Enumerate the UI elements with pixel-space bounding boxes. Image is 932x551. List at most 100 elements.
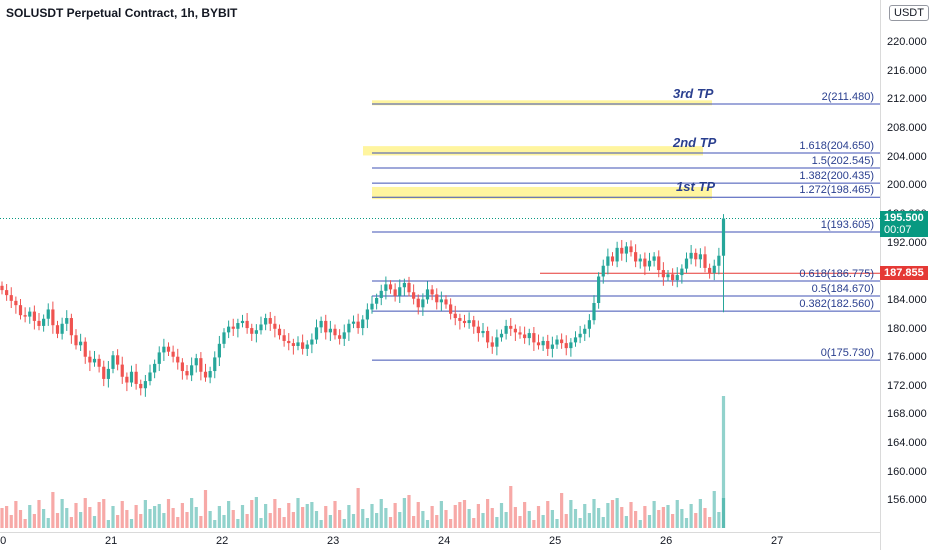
candle-body[interactable]: [629, 246, 633, 253]
candle-body[interactable]: [610, 256, 615, 262]
candle-body[interactable]: [194, 358, 198, 366]
candle-body[interactable]: [476, 326, 480, 334]
currency-selector[interactable]: USDT: [889, 5, 929, 21]
candle-body[interactable]: [421, 299, 425, 308]
candle-body[interactable]: [384, 284, 388, 291]
candle-body[interactable]: [69, 318, 73, 336]
candle-body[interactable]: [190, 365, 194, 376]
price-chart[interactable]: [0, 0, 880, 532]
candle-body[interactable]: [624, 246, 628, 254]
candle-body[interactable]: [601, 265, 605, 277]
candle-body[interactable]: [379, 290, 383, 298]
candle-body[interactable]: [171, 351, 175, 357]
candle-body[interactable]: [222, 332, 226, 344]
candle-body[interactable]: [398, 287, 402, 296]
candle-body[interactable]: [647, 260, 652, 267]
candle-body[interactable]: [712, 265, 716, 273]
candle-body[interactable]: [328, 328, 332, 333]
candle-body[interactable]: [490, 342, 494, 347]
candle-body[interactable]: [439, 299, 443, 303]
candle-body[interactable]: [597, 276, 601, 303]
candle-body[interactable]: [83, 341, 87, 357]
candle-body[interactable]: [462, 320, 467, 324]
candle-body[interactable]: [60, 323, 64, 334]
candle-body[interactable]: [157, 352, 161, 364]
candle-body[interactable]: [652, 256, 656, 261]
candle-body[interactable]: [199, 358, 203, 372]
candle-body[interactable]: [250, 328, 254, 334]
candle-body[interactable]: [698, 254, 702, 260]
candle-body[interactable]: [717, 255, 721, 266]
candle-body[interactable]: [42, 318, 46, 326]
candle-body[interactable]: [583, 328, 587, 334]
candle-body[interactable]: [301, 342, 305, 349]
candle-body[interactable]: [694, 252, 698, 260]
candle-body[interactable]: [333, 328, 337, 336]
candle-body[interactable]: [351, 321, 356, 324]
candle-body[interactable]: [689, 252, 693, 259]
candle-body[interactable]: [532, 333, 536, 343]
candle-body[interactable]: [55, 325, 60, 334]
candle-body[interactable]: [361, 319, 365, 329]
candle-body[interactable]: [46, 309, 50, 319]
candle-body[interactable]: [486, 330, 490, 343]
candle-body[interactable]: [268, 318, 272, 324]
candle-body[interactable]: [703, 254, 707, 268]
candle-body[interactable]: [518, 332, 522, 335]
candle-body[interactable]: [425, 289, 430, 300]
candle-body[interactable]: [338, 335, 342, 339]
candle-body[interactable]: [97, 358, 101, 367]
candle-body[interactable]: [388, 284, 393, 290]
candle-body[interactable]: [449, 304, 453, 314]
candle-body[interactable]: [587, 320, 591, 329]
candle-body[interactable]: [277, 328, 282, 336]
candle-body[interactable]: [661, 270, 665, 278]
candle-body[interactable]: [310, 339, 314, 345]
candle-body[interactable]: [513, 328, 517, 333]
candle-body[interactable]: [347, 323, 351, 333]
candle-body[interactable]: [592, 302, 596, 321]
candle-body[interactable]: [79, 341, 83, 346]
candle-body[interactable]: [675, 275, 679, 281]
candle-body[interactable]: [264, 318, 268, 325]
candle-body[interactable]: [129, 371, 134, 383]
candle-body[interactable]: [657, 256, 661, 271]
candle-body[interactable]: [555, 339, 559, 345]
candle-body[interactable]: [324, 320, 328, 333]
candle-body[interactable]: [296, 342, 300, 346]
candle-body[interactable]: [14, 300, 18, 306]
candle-body[interactable]: [9, 295, 13, 301]
candle-body[interactable]: [51, 309, 55, 326]
candle-body[interactable]: [402, 282, 406, 288]
candle-body[interactable]: [217, 343, 221, 358]
candle-body[interactable]: [291, 343, 295, 346]
candle-body[interactable]: [213, 357, 217, 372]
candle-body[interactable]: [227, 326, 231, 333]
candle-body[interactable]: [139, 383, 143, 389]
candle-body[interactable]: [245, 320, 249, 329]
candle-body[interactable]: [370, 303, 374, 310]
candle-body[interactable]: [148, 372, 152, 382]
candle-body[interactable]: [18, 305, 23, 316]
candle-body[interactable]: [708, 267, 712, 273]
candle-body[interactable]: [37, 320, 41, 326]
candle-body[interactable]: [671, 274, 675, 281]
candle-body[interactable]: [143, 381, 147, 389]
candle-body[interactable]: [573, 337, 578, 343]
candle-body[interactable]: [615, 247, 619, 262]
candle-body[interactable]: [536, 342, 541, 346]
candle-body[interactable]: [259, 324, 263, 331]
candle-body[interactable]: [282, 335, 286, 341]
candle-body[interactable]: [444, 299, 448, 305]
candle-body[interactable]: [375, 297, 379, 304]
candle-body[interactable]: [541, 340, 545, 346]
candle-body[interactable]: [120, 364, 124, 377]
candle-body[interactable]: [578, 333, 582, 338]
candle-body[interactable]: [430, 289, 434, 295]
candle-body[interactable]: [5, 290, 9, 296]
candle-body[interactable]: [314, 327, 319, 340]
candle-body[interactable]: [166, 346, 171, 352]
chart-area[interactable]: SOLUSDT Perpetual Contract, 1h, BYBIT 2(…: [0, 0, 880, 532]
candle-body[interactable]: [684, 258, 689, 269]
candle-body[interactable]: [287, 340, 291, 344]
